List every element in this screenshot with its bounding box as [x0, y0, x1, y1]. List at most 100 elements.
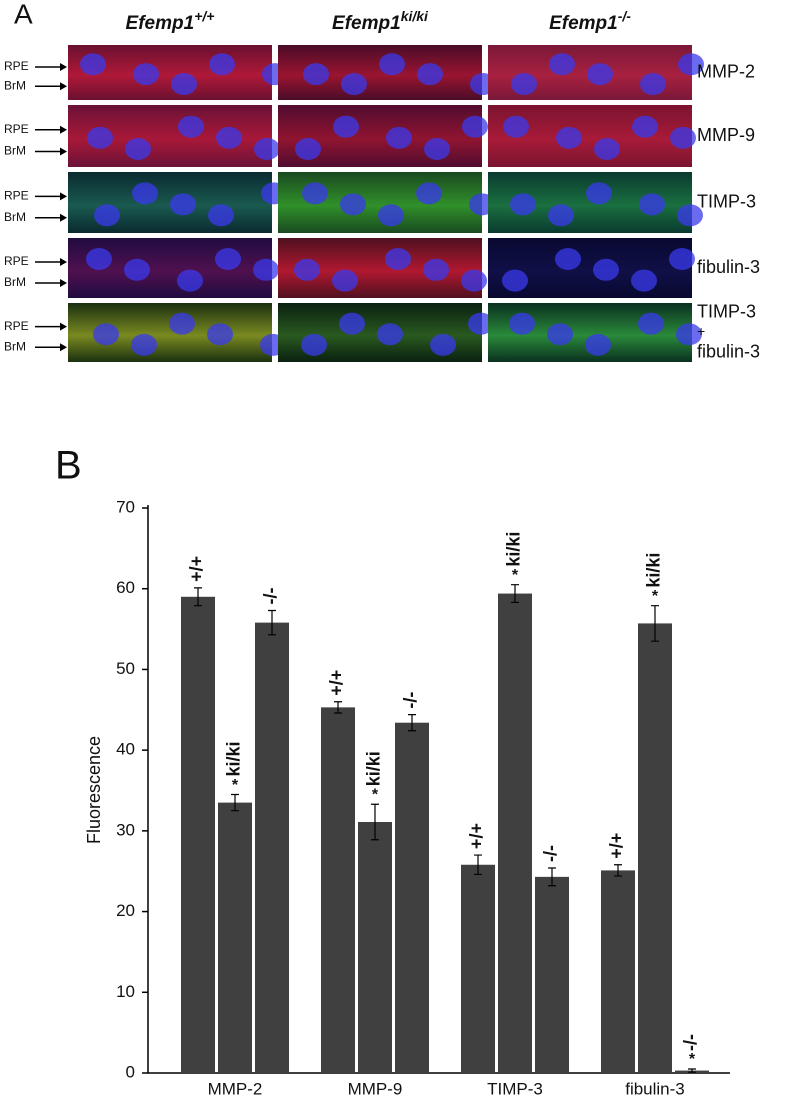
nucleus	[555, 248, 581, 270]
nucleus	[669, 248, 695, 270]
nucleus	[80, 53, 106, 76]
bar-label: +/+	[607, 833, 627, 859]
nucleus	[423, 258, 449, 281]
nucleus	[87, 126, 113, 149]
marker-label: RPE	[4, 254, 29, 268]
nucleus	[131, 333, 157, 356]
bar	[218, 802, 252, 1073]
marker-label: RPE	[4, 122, 29, 136]
marker-label: BrM	[4, 275, 26, 289]
nucleus	[215, 248, 241, 270]
bar	[638, 623, 672, 1073]
nucleus	[632, 115, 658, 138]
marker-arrowhead	[60, 322, 67, 331]
y-tick-label: 50	[116, 659, 135, 678]
error-bar	[194, 587, 202, 607]
nucleus	[461, 269, 487, 292]
nucleus	[639, 193, 665, 216]
marker-label: RPE	[4, 319, 29, 333]
marker-arrowhead	[60, 63, 67, 71]
nucleus	[125, 138, 151, 161]
row-label: +	[697, 323, 705, 339]
error-bar	[614, 864, 622, 877]
nucleus	[594, 138, 620, 161]
nucleus	[386, 126, 412, 149]
bar-label: -/-	[681, 1034, 701, 1051]
marker-arrowhead	[60, 82, 67, 91]
nucleus	[547, 323, 573, 346]
column-header-base: Efemp1	[549, 13, 618, 34]
panel-label: A	[14, 0, 33, 29]
x-tick-label: fibulin-3	[625, 1079, 685, 1098]
nucleus	[207, 323, 233, 346]
marker-label: RPE	[4, 189, 29, 203]
bar	[395, 722, 429, 1073]
bar-label: -/-	[541, 845, 561, 862]
significance-mark: *	[512, 567, 519, 584]
nucleus	[341, 73, 367, 96]
row-label: MMP-2	[697, 61, 755, 81]
bar	[255, 622, 289, 1073]
nucleus	[462, 115, 488, 138]
error-bar	[231, 793, 239, 812]
y-tick-label: 40	[116, 740, 135, 759]
bar	[601, 870, 635, 1073]
bar	[461, 864, 495, 1073]
nucleus	[208, 204, 234, 227]
y-tick-label: 30	[116, 820, 135, 839]
column-header: Efemp1ki/ki	[332, 8, 429, 34]
nucleus	[631, 269, 657, 292]
error-bar	[511, 584, 519, 604]
nucleus	[133, 63, 159, 86]
nucleus	[676, 323, 702, 346]
marker-label: BrM	[4, 339, 26, 353]
nucleus	[377, 323, 403, 346]
significance-mark: *	[689, 1051, 696, 1068]
nucleus	[177, 269, 203, 292]
error-bar	[334, 701, 342, 714]
nucleus	[677, 204, 703, 227]
bar	[535, 876, 569, 1073]
nucleus	[556, 126, 582, 149]
bar	[358, 821, 392, 1073]
bar-label: ki/ki	[364, 751, 384, 786]
y-tick-label: 60	[116, 578, 135, 597]
nucleus	[549, 53, 575, 76]
nucleus	[587, 63, 613, 86]
significance-mark: *	[372, 786, 379, 803]
marker-arrowhead	[60, 125, 67, 134]
nucleus	[678, 53, 704, 76]
nucleus	[670, 126, 696, 149]
nucleus	[94, 204, 120, 227]
significance-mark: *	[232, 777, 239, 794]
nucleus	[385, 248, 411, 270]
error-bar	[371, 803, 379, 841]
marker-label: BrM	[4, 78, 26, 92]
nucleus	[124, 258, 150, 281]
nucleus	[586, 182, 612, 205]
column-header-sup: +/+	[194, 8, 214, 24]
bar-label: +/+	[187, 556, 207, 582]
nucleus	[638, 312, 664, 335]
nucleus	[303, 63, 329, 86]
y-tick-label: 70	[116, 497, 135, 516]
x-tick-label: TIMP-3	[487, 1079, 543, 1098]
x-tick-label: MMP-2	[208, 1079, 263, 1098]
nucleus	[295, 138, 321, 161]
bar-label: -/-	[401, 692, 421, 709]
nucleus	[178, 115, 204, 138]
panel-label: B	[55, 444, 82, 488]
bar	[181, 596, 215, 1073]
nucleus	[511, 73, 537, 96]
bar-label: ki/ki	[644, 553, 664, 588]
nucleus	[254, 138, 280, 161]
bar	[498, 593, 532, 1073]
micrograph	[68, 172, 272, 233]
marker-arrowhead	[60, 279, 67, 287]
y-axis-label: Fluorescence	[84, 736, 104, 844]
nucleus	[302, 182, 328, 205]
nucleus	[510, 193, 536, 216]
row-label: TIMP-3	[697, 301, 756, 321]
